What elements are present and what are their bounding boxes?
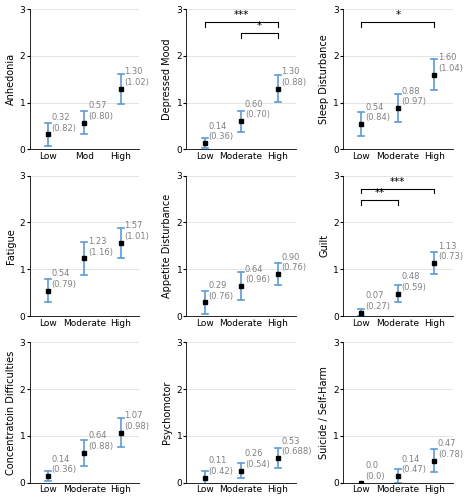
Text: 0.54
(0.79): 0.54 (0.79): [52, 270, 76, 289]
Text: 0.11
(0.42): 0.11 (0.42): [208, 456, 233, 475]
Text: 0.48
(0.59): 0.48 (0.59): [401, 272, 426, 291]
Text: 0.07
(0.27): 0.07 (0.27): [365, 292, 390, 311]
Text: **: **: [374, 188, 385, 198]
Y-axis label: Psychomotor: Psychomotor: [162, 381, 172, 444]
Text: 1.30
(1.02): 1.30 (1.02): [124, 68, 150, 86]
Text: 0.26
(0.54): 0.26 (0.54): [245, 449, 270, 468]
Text: 0.60
(0.70): 0.60 (0.70): [245, 100, 270, 119]
Text: 0.32
(0.82): 0.32 (0.82): [52, 113, 76, 132]
Y-axis label: Anhedonia: Anhedonia: [6, 53, 15, 106]
Text: 1.07
(0.98): 1.07 (0.98): [124, 412, 150, 431]
Text: ***: ***: [234, 10, 249, 20]
Text: 0.53
(0.688): 0.53 (0.688): [281, 436, 312, 456]
Y-axis label: Depressed Mood: Depressed Mood: [162, 38, 172, 120]
Text: ***: ***: [390, 177, 406, 187]
Text: 1.13
(0.73): 1.13 (0.73): [438, 242, 463, 262]
Text: 0.64
(0.96): 0.64 (0.96): [245, 265, 270, 284]
Text: 1.60
(1.04): 1.60 (1.04): [438, 53, 463, 72]
Text: 0.47
(0.78): 0.47 (0.78): [438, 440, 463, 459]
Text: 0.90
(0.76): 0.90 (0.76): [281, 252, 306, 272]
Y-axis label: Sleep Disturbance: Sleep Disturbance: [319, 34, 329, 124]
Text: 1.23
(1.16): 1.23 (1.16): [88, 237, 113, 256]
Text: 0.14
(0.36): 0.14 (0.36): [52, 455, 76, 474]
Text: 0.14
(0.36): 0.14 (0.36): [208, 122, 234, 141]
Text: 1.30
(0.88): 1.30 (0.88): [281, 68, 306, 86]
Text: 0.64
(0.88): 0.64 (0.88): [88, 432, 113, 451]
Text: 0.0
(0.0): 0.0 (0.0): [365, 462, 385, 481]
Text: 0.54
(0.84): 0.54 (0.84): [365, 103, 390, 122]
Text: 0.29
(0.76): 0.29 (0.76): [208, 281, 234, 300]
Text: *: *: [395, 10, 401, 20]
Text: *: *: [257, 22, 262, 32]
Text: 0.14
(0.47): 0.14 (0.47): [401, 455, 426, 474]
Text: 0.57
(0.80): 0.57 (0.80): [88, 102, 113, 121]
Y-axis label: Fatigue: Fatigue: [6, 228, 15, 264]
Y-axis label: Appetite Disturbance: Appetite Disturbance: [162, 194, 172, 298]
Text: 0.88
(0.97): 0.88 (0.97): [401, 87, 426, 106]
Y-axis label: Guilt: Guilt: [319, 234, 329, 258]
Y-axis label: Suicide / Self-Harm: Suicide / Self-Harm: [319, 366, 329, 459]
Y-axis label: Concentratoin Difficulties: Concentratoin Difficulties: [6, 350, 15, 474]
Text: 1.57
(1.01): 1.57 (1.01): [124, 222, 150, 240]
